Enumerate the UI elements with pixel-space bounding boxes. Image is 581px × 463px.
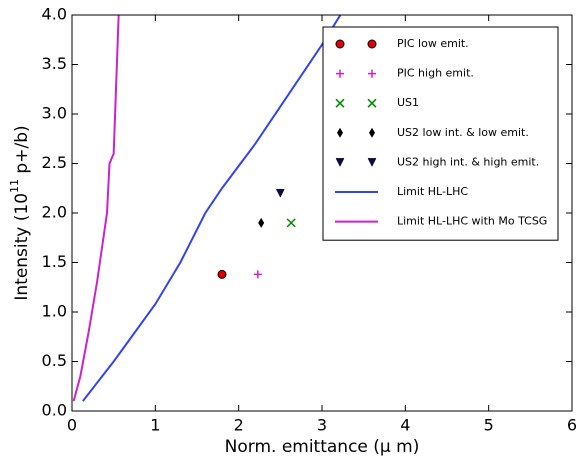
- y-label-text: Intensity (10: [12, 193, 32, 301]
- legend-marker: [368, 69, 376, 78]
- legend-marker: [335, 98, 345, 108]
- x-tick-label: 6: [567, 416, 577, 435]
- y-tick-label: 1.5: [42, 252, 67, 271]
- y-tick-label: 3.0: [42, 104, 67, 123]
- x-tick-label: 4: [400, 416, 410, 435]
- y-tick-label: 2.5: [42, 153, 67, 172]
- y-tick-label: 3.5: [42, 54, 67, 73]
- x-tick-label: 0: [67, 416, 77, 435]
- y-tick-label: 2.0: [42, 203, 67, 222]
- y-label-text: p+/b): [12, 125, 32, 179]
- x-tick-label: 2: [234, 416, 244, 435]
- legend-marker: [335, 39, 345, 49]
- data-point: [253, 270, 262, 279]
- limit-line: [82, 15, 342, 402]
- x-tick-label: 3: [317, 416, 327, 435]
- legend-label: US1: [397, 96, 419, 109]
- plot-frame: [71, 14, 573, 412]
- data-point: [258, 217, 265, 228]
- legend-label: US2 low int. & low emit.: [397, 126, 529, 139]
- legend-label: Limit HL-LHC with Mo TCSG: [397, 215, 547, 228]
- legend-box: [322, 26, 559, 241]
- y-tick-label: 1.0: [42, 302, 67, 321]
- legend-marker: [336, 69, 344, 78]
- legend-label: PIC high emit.: [397, 67, 474, 80]
- legend-marker: [369, 127, 375, 138]
- legend-marker: [335, 158, 345, 167]
- limit-line: [72, 15, 120, 402]
- legend-marker: [367, 158, 377, 167]
- y-tick-label: 0.5: [42, 351, 67, 370]
- legend-label: Limit HL-LHC: [397, 185, 468, 198]
- y-tick-label: 0.0: [42, 401, 67, 420]
- legend-label: US2 high int. & high emit.: [397, 155, 539, 168]
- legend-label: PIC low emit.: [397, 37, 469, 50]
- x-tick-label: 5: [484, 416, 494, 435]
- data-point: [217, 269, 227, 279]
- y-axis-label: Intensity (1011 p+/b): [8, 125, 32, 300]
- y-label-sup: 11: [8, 179, 21, 193]
- x-tick-label: 1: [150, 416, 160, 435]
- data-point: [286, 218, 296, 228]
- legend-marker: [367, 98, 377, 108]
- x-axis-label: Norm. emittance (μ m): [225, 437, 420, 457]
- legend-marker: [367, 39, 377, 49]
- legend-marker: [337, 127, 343, 138]
- y-tick-label: 4.0: [42, 5, 67, 24]
- data-point: [275, 188, 285, 198]
